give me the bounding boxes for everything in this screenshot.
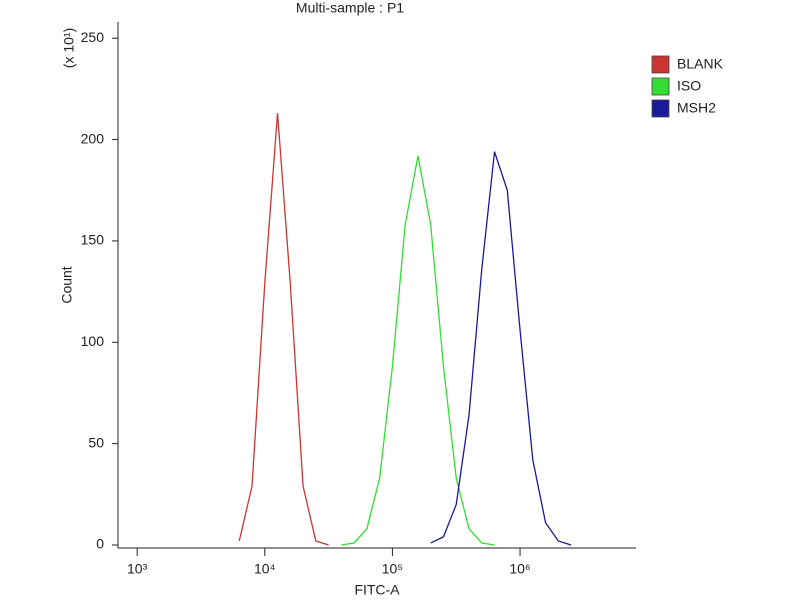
legend-swatch [651,99,670,118]
x-axis-label: FITC-A [354,582,400,598]
y-axis-label: Count [59,266,75,303]
x-tick-label: 10³ [127,561,148,577]
x-tick-label: 10⁴ [254,561,276,577]
y-tick-label: 100 [81,333,105,349]
legend-label: MSH2 [677,100,716,116]
series-line [341,155,495,546]
x-tick-label: 10⁵ [382,561,403,577]
series-line [238,113,329,546]
chart-title: Multi-sample : P1 [296,0,404,16]
y-tick-label: 0 [96,536,104,552]
series-line [430,151,572,546]
y-tick-label: 50 [88,434,104,450]
y-tick-label: 200 [81,130,105,146]
legend-label: BLANK [677,56,724,72]
x-tick-label: 10⁶ [509,561,530,577]
y-tick-label: 250 [81,29,105,45]
y-multiplier-label: (x 10¹) [61,28,77,68]
y-tick-label: 150 [81,232,105,248]
legend-swatch [651,77,670,96]
legend-label: ISO [677,78,701,94]
legend-swatch [651,55,670,74]
